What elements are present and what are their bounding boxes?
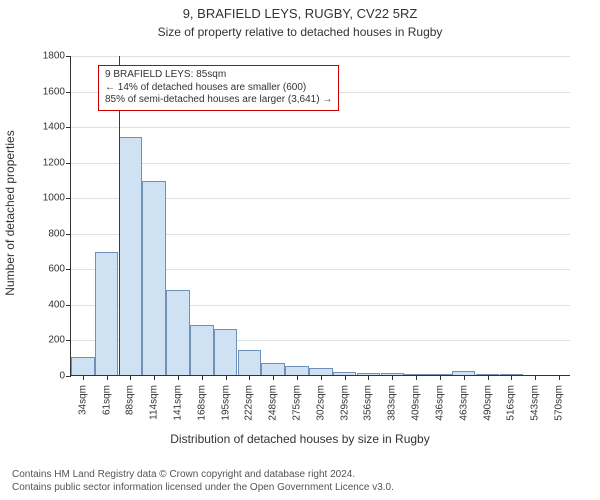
histogram-bar — [261, 363, 285, 375]
xtick-label: 61sqm — [101, 381, 112, 415]
histogram-bar — [71, 357, 95, 375]
xtick-mark — [559, 375, 560, 380]
xtick-mark — [345, 375, 346, 380]
xtick-mark — [226, 375, 227, 380]
histogram-bar — [190, 325, 214, 375]
xtick-mark — [249, 375, 250, 380]
ytick-label: 1200 — [43, 157, 71, 168]
ytick-label: 1000 — [43, 193, 71, 204]
xtick-label: 222sqm — [244, 381, 255, 421]
ytick-label: 1400 — [43, 122, 71, 133]
histogram-bar — [309, 368, 333, 375]
xtick-mark — [178, 375, 179, 380]
xtick-label: 248sqm — [268, 381, 279, 421]
histogram-bar — [285, 366, 309, 375]
ytick-label: 1800 — [43, 51, 71, 62]
xtick-mark — [511, 375, 512, 380]
xtick-label: 383sqm — [387, 381, 398, 421]
xtick-mark — [321, 375, 322, 380]
footer-line-1: Contains HM Land Registry data © Crown c… — [12, 468, 600, 481]
histogram-bar — [166, 290, 190, 375]
info-line-2: ← 14% of detached houses are smaller (60… — [105, 82, 332, 95]
xtick-mark — [297, 375, 298, 380]
histogram-bar — [119, 137, 143, 375]
xtick-label: 114sqm — [149, 381, 160, 420]
xtick-mark — [464, 375, 465, 380]
xtick-label: 195sqm — [220, 381, 231, 421]
footer: Contains HM Land Registry data © Crown c… — [0, 468, 600, 494]
ytick-label: 600 — [48, 264, 71, 275]
xtick-mark — [107, 375, 108, 380]
xtick-mark — [440, 375, 441, 380]
info-line-1: 9 BRAFIELD LEYS: 85sqm — [105, 69, 332, 82]
xtick-label: 141sqm — [172, 381, 183, 421]
xtick-label: 516sqm — [506, 381, 517, 421]
xtick-label: 168sqm — [196, 381, 207, 421]
xtick-label: 543sqm — [530, 381, 541, 421]
xtick-mark — [154, 375, 155, 380]
ytick-label: 400 — [48, 299, 71, 310]
xtick-mark — [392, 375, 393, 380]
xtick-mark — [273, 375, 274, 380]
footer-line-2: Contains public sector information licen… — [12, 481, 600, 494]
xtick-label: 34sqm — [77, 381, 88, 415]
ytick-label: 800 — [48, 228, 71, 239]
x-axis-label: Distribution of detached houses by size … — [0, 432, 600, 446]
xtick-mark — [535, 375, 536, 380]
xtick-label: 490sqm — [482, 381, 493, 421]
info-box: 9 BRAFIELD LEYS: 85sqm ← 14% of detached… — [98, 65, 339, 111]
histogram-bar — [142, 181, 166, 375]
xtick-mark — [416, 375, 417, 380]
xtick-mark — [202, 375, 203, 380]
xtick-label: 436sqm — [434, 381, 445, 421]
ytick-label: 1600 — [43, 86, 71, 97]
xtick-mark — [488, 375, 489, 380]
gridline — [71, 56, 570, 57]
xtick-label: 463sqm — [458, 381, 469, 421]
chart-subtitle: Size of property relative to detached ho… — [0, 25, 600, 39]
xtick-label: 275sqm — [292, 381, 303, 421]
info-line-3: 85% of semi-detached houses are larger (… — [105, 94, 332, 107]
xtick-label: 570sqm — [553, 381, 564, 421]
xtick-mark — [130, 375, 131, 380]
xtick-label: 409sqm — [411, 381, 422, 421]
xtick-mark — [83, 375, 84, 380]
xtick-label: 88sqm — [125, 381, 136, 415]
histogram-bar — [95, 252, 119, 375]
y-axis-label: Number of detached properties — [3, 63, 17, 363]
histogram-bar — [238, 350, 262, 375]
ytick-label: 0 — [59, 371, 71, 382]
xtick-label: 329sqm — [339, 381, 350, 421]
histogram-bar — [214, 329, 238, 375]
gridline — [71, 127, 570, 128]
gridline — [71, 163, 570, 164]
ytick-label: 200 — [48, 335, 71, 346]
xtick-mark — [368, 375, 369, 380]
xtick-label: 302sqm — [315, 381, 326, 421]
xtick-label: 356sqm — [363, 381, 374, 421]
chart-title: 9, BRAFIELD LEYS, RUGBY, CV22 5RZ — [0, 6, 600, 21]
